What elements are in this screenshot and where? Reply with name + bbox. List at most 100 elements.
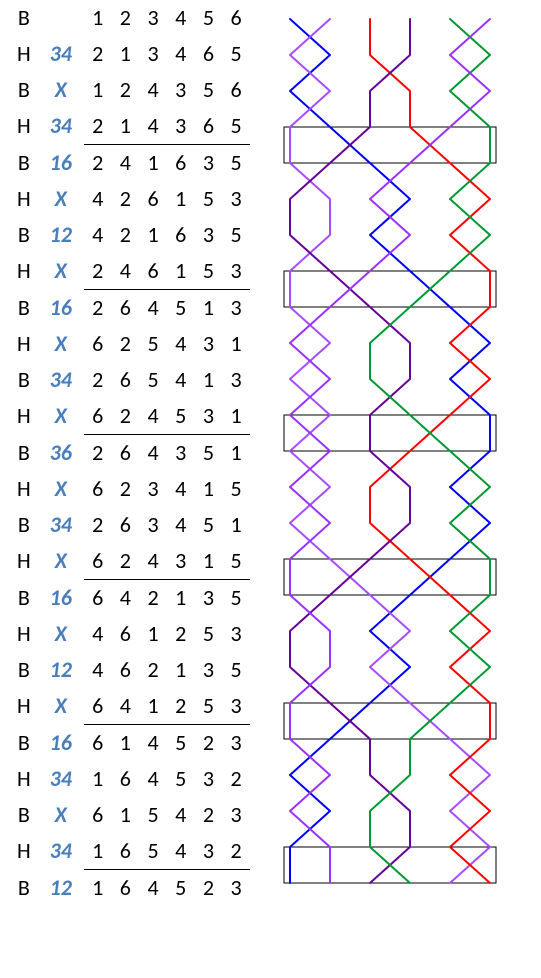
table-row: B16642135 bbox=[10, 580, 250, 617]
table-row: B36264351 bbox=[10, 435, 250, 472]
row-label: B bbox=[10, 652, 38, 688]
table-row: B123456 bbox=[10, 0, 250, 36]
bell-position: 6 bbox=[84, 725, 112, 762]
bell-position: 2 bbox=[222, 833, 250, 870]
bell-position: 4 bbox=[84, 616, 112, 652]
bell-position: 4 bbox=[167, 797, 195, 833]
lead-box bbox=[284, 703, 496, 739]
bell-position: 1 bbox=[167, 580, 195, 617]
bell-position: 2 bbox=[84, 108, 112, 145]
bell-position: 2 bbox=[139, 652, 167, 688]
bell-position: 3 bbox=[222, 181, 250, 217]
bell-position: 2 bbox=[195, 870, 223, 907]
bell-position: 3 bbox=[222, 797, 250, 833]
bell-position: 4 bbox=[167, 36, 195, 72]
bell-position: 3 bbox=[195, 217, 223, 253]
row-label: H bbox=[10, 253, 38, 290]
bell-position: 1 bbox=[195, 362, 223, 398]
row-label: H bbox=[10, 326, 38, 362]
bell-position: 5 bbox=[222, 471, 250, 507]
bell-position: 3 bbox=[195, 580, 223, 617]
bell-position: 6 bbox=[84, 398, 112, 435]
call-notation: X bbox=[38, 326, 84, 362]
bell-position: 6 bbox=[112, 435, 140, 472]
bell-position: 4 bbox=[167, 507, 195, 543]
table-row: B12164523 bbox=[10, 870, 250, 907]
call-notation: X bbox=[38, 797, 84, 833]
row-label: B bbox=[10, 507, 38, 543]
table-row: B12421635 bbox=[10, 217, 250, 253]
bell-position: 2 bbox=[84, 145, 112, 182]
row-label: H bbox=[10, 688, 38, 725]
bell-position: 2 bbox=[84, 36, 112, 72]
bell-position: 1 bbox=[167, 181, 195, 217]
bell-position: 5 bbox=[222, 543, 250, 580]
table-row: HX624315 bbox=[10, 543, 250, 580]
bell-position: 5 bbox=[195, 688, 223, 725]
table-row: H34165432 bbox=[10, 833, 250, 870]
row-label: H bbox=[10, 36, 38, 72]
call-notation: 34 bbox=[38, 507, 84, 543]
call-notation: 16 bbox=[38, 580, 84, 617]
bell-position: 3 bbox=[167, 435, 195, 472]
bell-position: 3 bbox=[222, 725, 250, 762]
bell-position: 1 bbox=[84, 870, 112, 907]
bell-position: 1 bbox=[84, 0, 112, 36]
bell-position: 6 bbox=[112, 290, 140, 327]
bell-position: 1 bbox=[84, 72, 112, 108]
bell-position: 3 bbox=[195, 833, 223, 870]
bell-position: 6 bbox=[112, 870, 140, 907]
bell-position: 4 bbox=[139, 435, 167, 472]
bell-position: 2 bbox=[112, 217, 140, 253]
bell-position: 3 bbox=[139, 507, 167, 543]
bell-position: 6 bbox=[112, 507, 140, 543]
bell-position: 2 bbox=[195, 797, 223, 833]
bell-position: 1 bbox=[167, 253, 195, 290]
bell-position: 1 bbox=[112, 797, 140, 833]
table-row: HX426153 bbox=[10, 181, 250, 217]
bell-position: 3 bbox=[195, 652, 223, 688]
bell-position: 1 bbox=[139, 616, 167, 652]
bell-position: 2 bbox=[112, 543, 140, 580]
call-notation: 16 bbox=[38, 290, 84, 327]
lead-box bbox=[284, 415, 496, 451]
bell-position: 4 bbox=[139, 725, 167, 762]
bell-position: 1 bbox=[112, 36, 140, 72]
bell-position: 4 bbox=[84, 217, 112, 253]
bell-position: 2 bbox=[112, 72, 140, 108]
bell-position: 4 bbox=[139, 870, 167, 907]
bell-position: 6 bbox=[112, 652, 140, 688]
page: B123456H34213465BX124356H34214365B162416… bbox=[0, 0, 541, 978]
table-row: H34213465 bbox=[10, 36, 250, 72]
lead-boxes bbox=[284, 127, 496, 883]
bell-position: 5 bbox=[139, 833, 167, 870]
bell-position: 3 bbox=[222, 290, 250, 327]
bell-position: 3 bbox=[139, 471, 167, 507]
row-label: B bbox=[10, 435, 38, 472]
table-row: HX624531 bbox=[10, 398, 250, 435]
bell-position: 5 bbox=[167, 398, 195, 435]
call-notation: 12 bbox=[38, 217, 84, 253]
bell-position: 3 bbox=[195, 326, 223, 362]
bell-position: 5 bbox=[139, 797, 167, 833]
bell-position: 3 bbox=[139, 36, 167, 72]
table-row: HX246153 bbox=[10, 253, 250, 290]
bell-position: 1 bbox=[139, 688, 167, 725]
row-label: B bbox=[10, 0, 38, 36]
bell-position: 3 bbox=[139, 0, 167, 36]
bell-position: 2 bbox=[112, 0, 140, 36]
call-notation: X bbox=[38, 471, 84, 507]
bell-position: 6 bbox=[84, 688, 112, 725]
call-notation: 16 bbox=[38, 725, 84, 762]
bell-position: 6 bbox=[222, 72, 250, 108]
row-label: H bbox=[10, 398, 38, 435]
bell-position: 4 bbox=[167, 471, 195, 507]
bell-position: 3 bbox=[195, 761, 223, 797]
row-label: B bbox=[10, 580, 38, 617]
call-notation: 12 bbox=[38, 870, 84, 907]
bell-position: 4 bbox=[139, 72, 167, 108]
bell-position: 5 bbox=[195, 0, 223, 36]
call-notation: 34 bbox=[38, 108, 84, 145]
table-row: B16614523 bbox=[10, 725, 250, 762]
bell-position: 6 bbox=[84, 580, 112, 617]
